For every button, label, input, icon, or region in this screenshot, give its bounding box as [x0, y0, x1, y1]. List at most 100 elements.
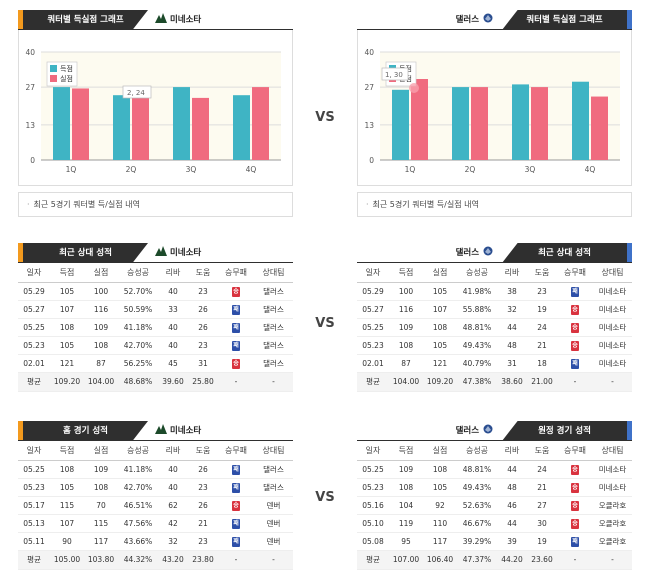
table-cell: 87	[84, 354, 118, 373]
table-row: 05.27 107 116 50.59% 33 26 패 댈러스	[18, 300, 293, 319]
table-cell: 108	[389, 478, 423, 497]
table-cell: 45	[158, 354, 188, 373]
x-tick-label: 1Q	[405, 165, 416, 174]
table-row: 05.23 108 105 49.43% 48 21 승 미네소타	[357, 478, 632, 497]
table-row: 05.25 108 109 41.18% 40 26 패 댈러스	[18, 318, 293, 337]
table-row: 05.25 109 108 48.81% 44 24 승 미네소타	[357, 460, 632, 479]
bar-score	[452, 87, 469, 160]
table-cell: 05.25	[18, 460, 50, 479]
table-cell: 43.66%	[118, 532, 158, 551]
left-chart-team: 미네소타	[169, 15, 202, 25]
left-chart-box: 0 13 27 40 1Q 2Q 3Q 4Q 득점 실점 2, 24	[18, 30, 293, 186]
left-chart-header: 쿼터별 득실점 그래프 미네소타	[18, 10, 293, 30]
table-cell: 21	[188, 514, 218, 533]
bar-concede	[531, 87, 548, 160]
table-cell: 31	[188, 354, 218, 373]
table-cell: 52.63%	[457, 496, 497, 515]
column-header: 상대팀	[254, 441, 293, 461]
table-cell: 110	[423, 514, 457, 533]
column-header: 득점	[50, 441, 84, 461]
left-recent-title: 최근 상대 성적	[18, 243, 148, 263]
column-header: 승성공	[118, 441, 158, 461]
average-cell: 44.32%	[118, 549, 158, 570]
right-away-title: 원정 경기 성적	[502, 421, 632, 441]
table-cell: 26	[188, 496, 218, 515]
table-cell: 39	[497, 532, 527, 551]
dallas-logo-icon	[483, 424, 493, 434]
table-cell: 05.10	[357, 514, 389, 533]
chart-tooltip	[122, 85, 152, 99]
result-badge: 승	[571, 322, 579, 333]
bar-score	[173, 87, 190, 160]
table-cell: 05.25	[357, 460, 389, 479]
right-recent-table: 일자 득점 실점 승성공 리바 도움 승무패 상대팀 05.29 100 105 41.98% 38 23…	[357, 263, 632, 392]
table-cell: 90	[50, 532, 84, 551]
left-home-table: 일자 득점 실점 승성공 리바 도움 승무패 상대팀 05.25 108 109 41.18% 40 26…	[18, 441, 293, 570]
table-cell: 50.59%	[118, 300, 158, 319]
table-cell: 115	[50, 496, 84, 515]
result-badge: 승	[571, 464, 579, 475]
column-header: 리바	[497, 441, 527, 461]
table-row: 05.13 107 115 47.56% 42 21 패 덴버	[18, 514, 293, 533]
average-cell: 23.80	[188, 549, 218, 570]
table-cell: 32	[497, 300, 527, 319]
table-row: 05.29 100 105 41.98% 38 23 패 미네소타	[357, 282, 632, 301]
column-header: 득점	[50, 263, 84, 283]
table-cell: 100	[84, 282, 118, 301]
table-cell: 31	[497, 354, 527, 373]
average-cell: 21.00	[527, 371, 557, 392]
column-header: 승성공	[457, 441, 497, 461]
x-tick-label: 4Q	[585, 165, 596, 174]
table-cell: 48	[497, 478, 527, 497]
table-cell: 23	[188, 478, 218, 497]
x-tick-label: 2Q	[465, 165, 476, 174]
table-cell: 05.23	[357, 336, 389, 355]
table-header-row: 일자 득점 실점 승성공 리바 도움 승무패 상대팀	[18, 441, 293, 461]
table-cell: 덴버	[254, 532, 293, 551]
table-cell: 41.98%	[457, 282, 497, 301]
y-tick-label: 13	[364, 121, 374, 130]
result-badge: 승	[571, 340, 579, 351]
table-cell: 95	[389, 532, 423, 551]
table-cell: 49.43%	[457, 336, 497, 355]
left-chart-note: · 최근 5경기 쿼터별 득/실점 내역	[18, 192, 293, 217]
column-header: 리바	[158, 263, 188, 283]
column-header: 리바	[158, 441, 188, 461]
result-badge: 패	[232, 518, 240, 529]
table-cell: 109	[389, 460, 423, 479]
table-cell: 40	[158, 478, 188, 497]
table-cell: 05.16	[357, 496, 389, 515]
table-cell: 87	[389, 354, 423, 373]
result-badge: 패	[571, 286, 579, 297]
table-row: 05.17 115 70 46.51% 62 26 승 덴버	[18, 496, 293, 515]
x-tick-label: 2Q	[126, 165, 137, 174]
table-row: 02.01 87 121 40.79% 31 18 패 미네소타	[357, 354, 632, 373]
table-cell: 24	[527, 318, 557, 337]
table-cell: 117	[84, 532, 118, 551]
table-cell: 40	[158, 336, 188, 355]
table-cell: 38	[497, 282, 527, 301]
table-row: 05.23 105 108 42.70% 40 23 패 댈러스	[18, 336, 293, 355]
table-cell: 02.01	[18, 354, 50, 373]
table-cell: 32	[158, 532, 188, 551]
table-cell: 05.25	[18, 318, 50, 337]
bar-score	[572, 81, 589, 160]
table-cell: 109	[84, 318, 118, 337]
column-header: 일자	[18, 441, 50, 461]
table-cell: 46.51%	[118, 496, 158, 515]
table-cell: 107	[50, 300, 84, 319]
right-chart-team: 댈러스	[455, 15, 480, 25]
table-row: 05.11 90 117 43.66% 32 23 패 덴버	[18, 532, 293, 551]
chart-tooltip-text: 2, 24	[127, 89, 145, 97]
table-cell: 19	[527, 300, 557, 319]
table-cell: 댈러스	[254, 478, 293, 497]
table-cell: 41.18%	[118, 460, 158, 479]
table-cell: 05.23	[357, 478, 389, 497]
bar-concede	[591, 96, 608, 160]
table-cell: 92	[423, 496, 457, 515]
table-cell: 02.01	[357, 354, 389, 373]
table-header-row: 일자 득점 실점 승성공 리바 도움 승무패 상대팀	[357, 441, 632, 461]
table-cell: 05.08	[357, 532, 389, 551]
table-cell: 05.17	[18, 496, 50, 515]
